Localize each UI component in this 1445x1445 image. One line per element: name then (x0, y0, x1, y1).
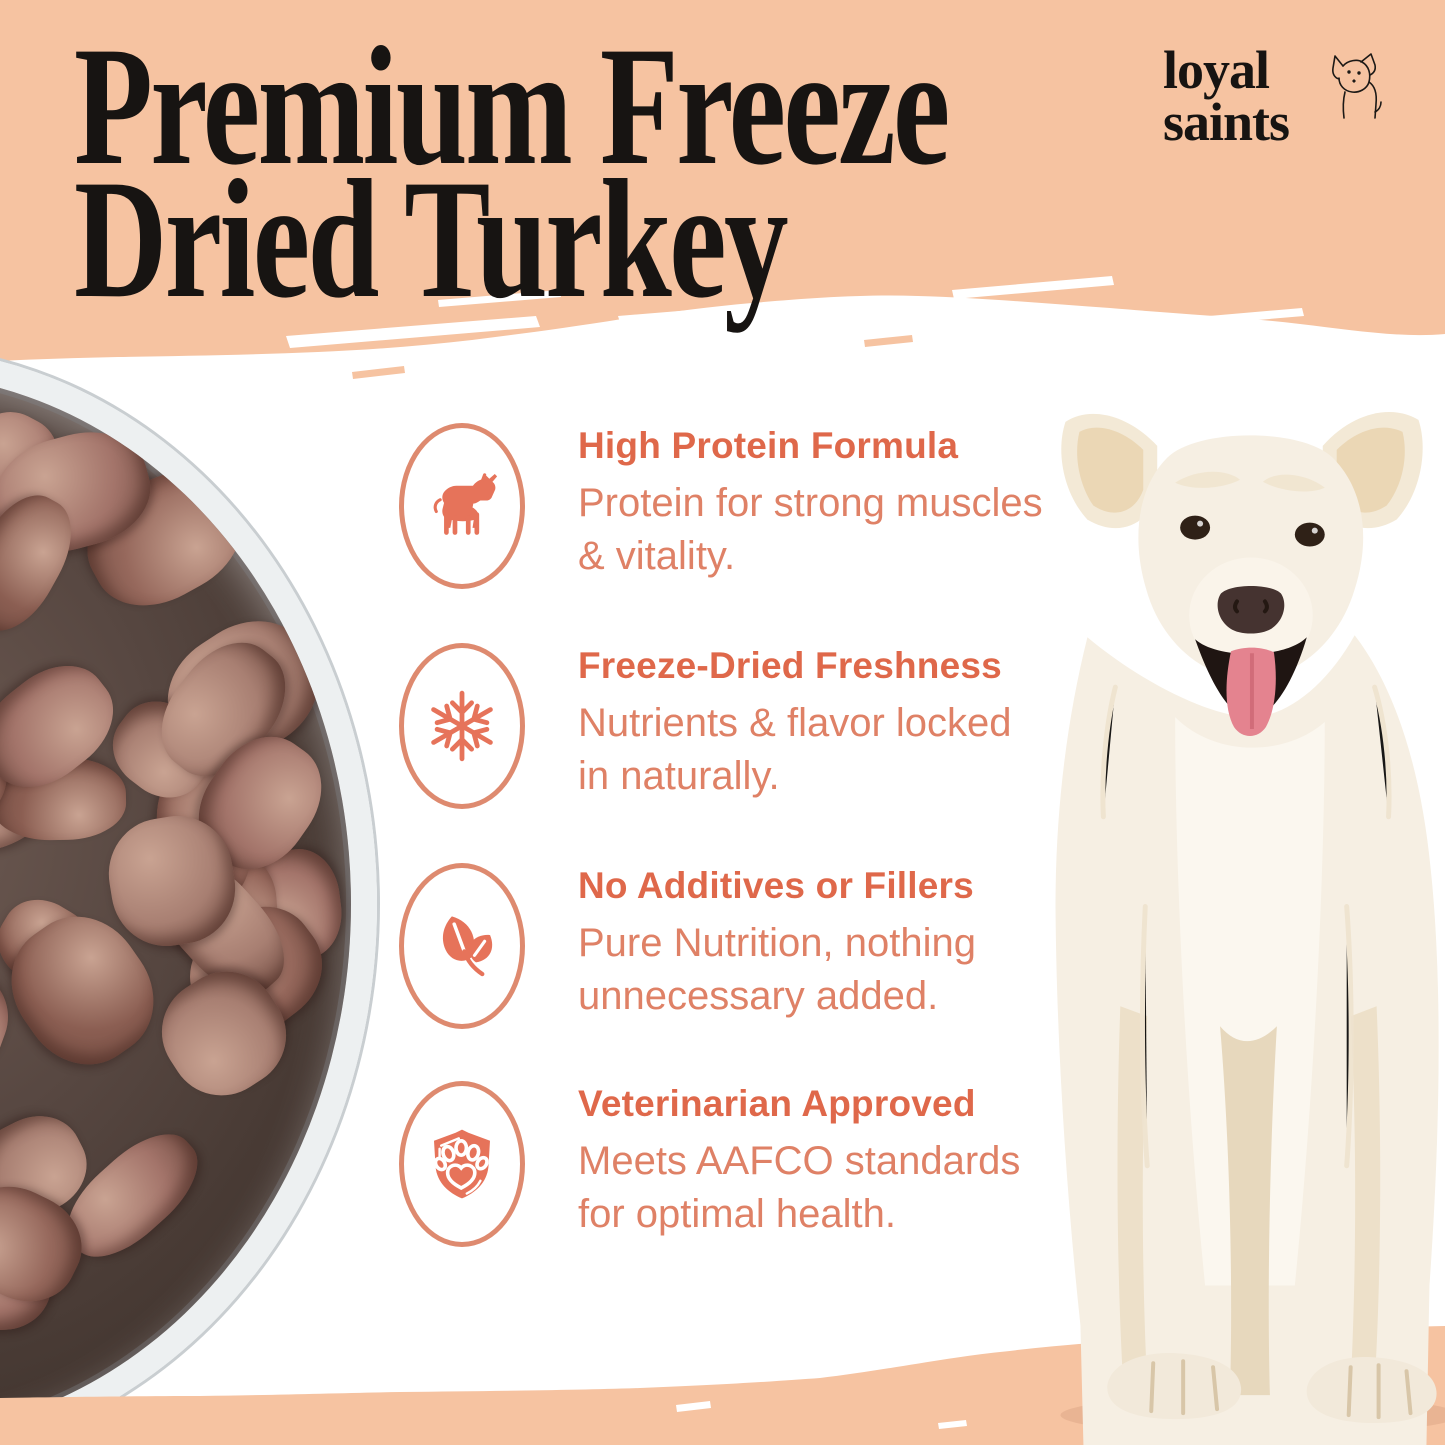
feature-description: Protein for strong muscles & vitality. (578, 480, 1043, 578)
feature-title: Freeze-Dried Freshness (578, 645, 1002, 686)
feature-title: No Additives or Fillers (578, 865, 974, 906)
page-title: Premium Freeze Dried Turkey (74, 12, 950, 333)
header-brush-background (0, 0, 1445, 379)
shield-paw-icon (399, 1081, 525, 1247)
feature-title: High Protein Formula (578, 425, 959, 466)
page-title-line-2: Dried Turkey (74, 144, 789, 333)
leaf-icon (399, 863, 525, 1029)
brand-wordmark-line-2: saints (1163, 92, 1290, 152)
feature-description: Nutrients & flavor locked in naturally. (578, 700, 1012, 798)
product-photo-bowl (0, 348, 377, 1445)
brand-logo: loyal saints (1163, 40, 1382, 152)
cow-icon (399, 423, 525, 589)
bowl-chunks (0, 374, 351, 1434)
snowflake-icon (399, 643, 525, 809)
feature-description: Pure Nutrition, nothing unnecessary added… (578, 920, 977, 1018)
feature-description: Meets AAFCO standards for optimal health. (578, 1138, 1021, 1236)
brand-wordmark-line-1: loyal (1163, 40, 1270, 100)
feature-title: Veterinarian Approved (578, 1083, 976, 1124)
dog-photo (1055, 412, 1445, 1445)
page-title-line-1: Premium Freeze (74, 12, 950, 200)
dog-sketch-icon (1332, 53, 1382, 119)
